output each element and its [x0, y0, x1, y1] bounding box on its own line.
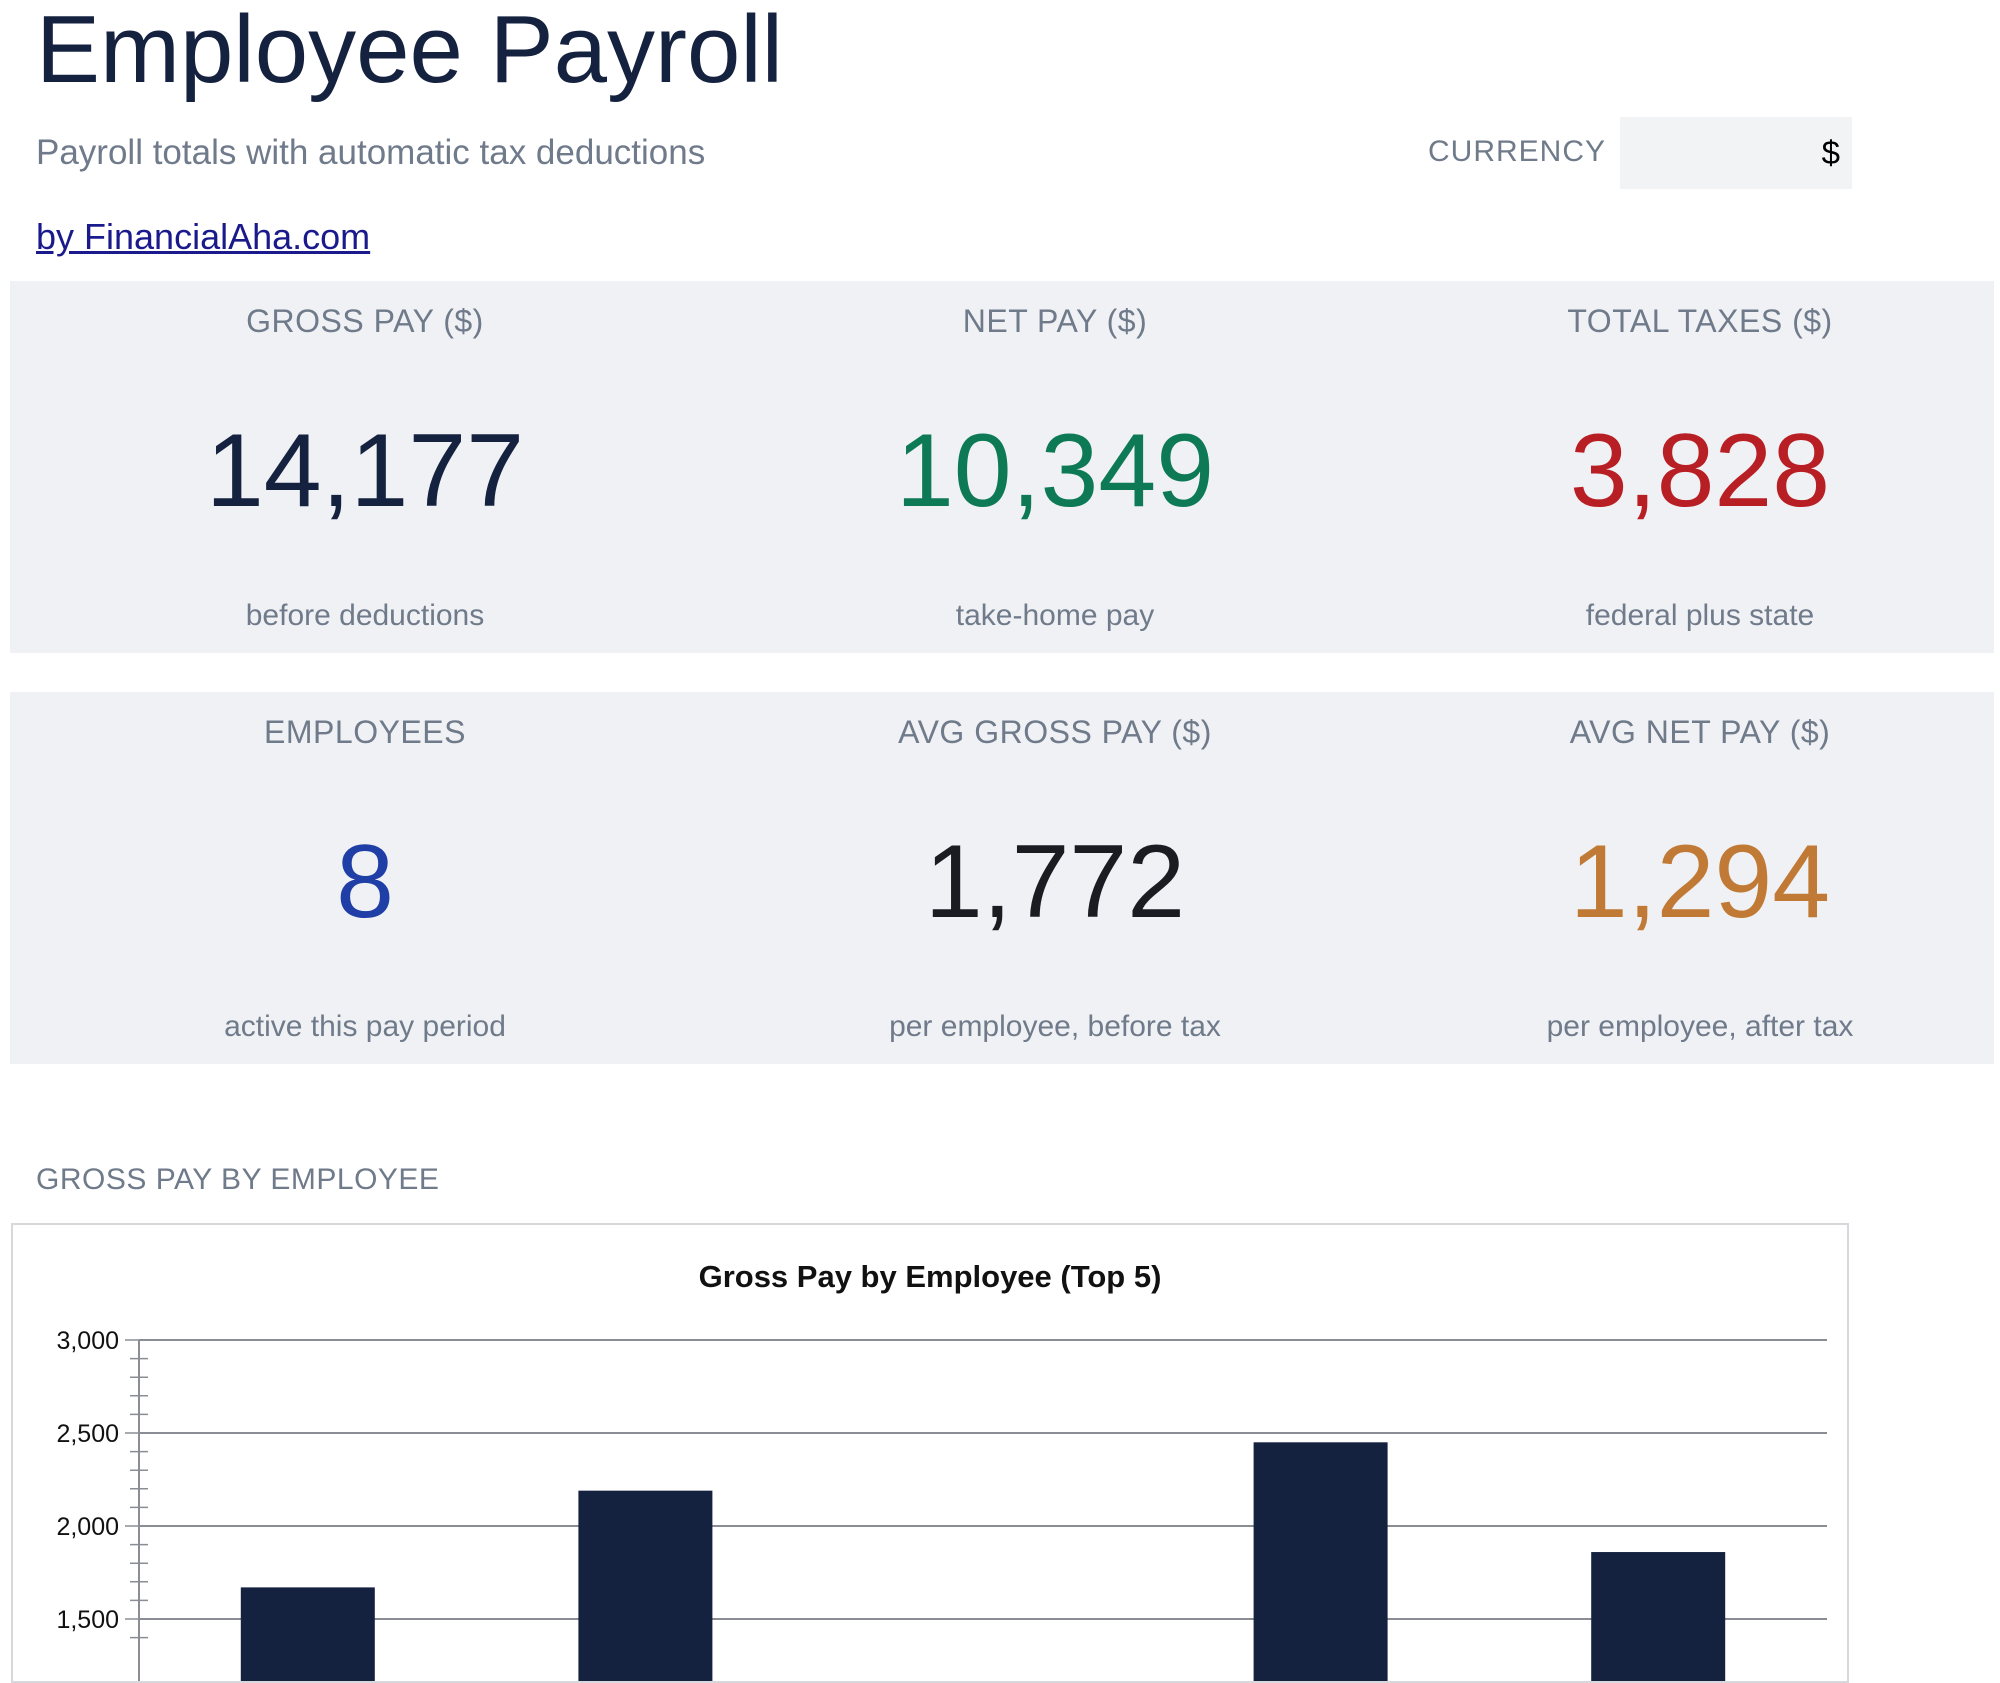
kpi-value: 8: [336, 824, 394, 940]
kpi-value: 3,828: [1569, 413, 1831, 529]
chart-title: Gross Pay by Employee (Top 5): [698, 1259, 1162, 1294]
gross-pay-bar-chart: 1,500 2,000 2,500 3,000: [56, 1327, 1827, 1681]
kpi-label: EMPLOYEES: [264, 714, 466, 750]
bar: [578, 1490, 713, 1681]
bar: [1591, 1552, 1726, 1681]
kpi-value: 1,772: [924, 824, 1186, 940]
y-tick-label: 2,000: [56, 1513, 119, 1541]
currency-label: CURRENCY: [1428, 135, 1607, 168]
currency-input[interactable]: $: [1620, 117, 1852, 189]
kpi-label: AVG GROSS PAY ($): [898, 714, 1212, 750]
kpi-label: GROSS PAY ($): [246, 303, 484, 339]
kpi-label: AVG NET PAY ($): [1569, 714, 1831, 750]
kpi-gross-pay: GROSS PAY ($) 14,177 before deductions: [85, 281, 645, 653]
financialaha-link[interactable]: by FinancialAha.com: [36, 216, 371, 257]
chart-container: Gross Pay by Employee (Top 5) 1,500 2,000…: [11, 1223, 1849, 1683]
kpi-panel-averages: EMPLOYEES 8 active this pay period AVG G…: [10, 692, 1994, 1064]
kpi-avg-net-pay: AVG NET PAY ($) 1,294 per employee, afte…: [1420, 692, 1980, 1064]
page-title: Employee Payroll: [36, 0, 783, 103]
kpi-panel-totals: GROSS PAY ($) 14,177 before deductions N…: [10, 281, 1994, 653]
bar: [240, 1587, 375, 1681]
kpi-total-taxes: TOTAL TAXES ($) 3,828 federal plus state: [1420, 281, 1980, 653]
y-tick-label: 2,500: [56, 1420, 119, 1448]
kpi-subtext: take-home pay: [955, 599, 1155, 632]
kpi-value: 10,349: [895, 413, 1215, 529]
kpi-subtext: per employee, after tax: [1546, 1010, 1854, 1043]
kpi-subtext: active this pay period: [224, 1010, 506, 1043]
kpi-net-pay: NET PAY ($) 10,349 take-home pay: [775, 281, 1335, 653]
y-tick-label: 1,500: [56, 1606, 119, 1634]
kpi-value: 14,177: [205, 413, 525, 529]
kpi-label: NET PAY ($): [962, 303, 1148, 339]
kpi-subtext: federal plus state: [1585, 599, 1815, 632]
page-subtitle: Payroll totals with automatic tax deduct…: [36, 133, 706, 172]
kpi-avg-gross-pay: AVG GROSS PAY ($) 1,772 per employee, be…: [775, 692, 1335, 1064]
kpi-subtext: per employee, before tax: [889, 1010, 1221, 1043]
kpi-label: TOTAL TAXES ($): [1567, 303, 1833, 339]
bar: [1253, 1442, 1388, 1681]
y-tick-label: 3,000: [56, 1327, 119, 1355]
kpi-value: 1,294: [1569, 824, 1831, 940]
kpi-employees: EMPLOYEES 8 active this pay period: [85, 692, 645, 1064]
kpi-subtext: before deductions: [245, 599, 485, 632]
section-title-gross-pay-by-employee: GROSS PAY BY EMPLOYEE: [36, 1163, 440, 1196]
